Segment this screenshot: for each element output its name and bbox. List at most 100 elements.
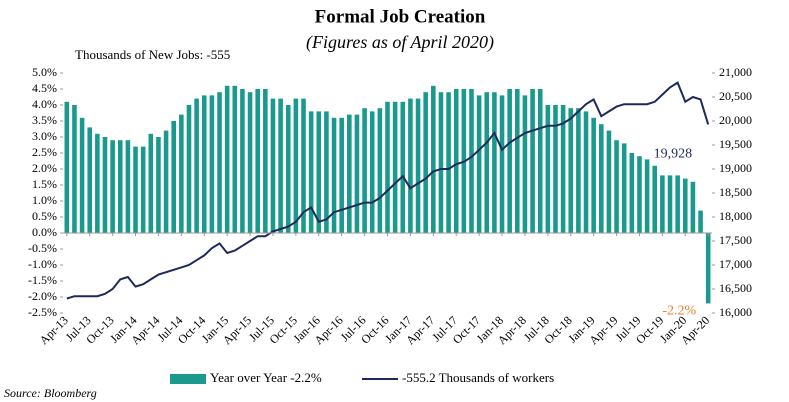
bar	[576, 108, 581, 233]
bar	[591, 117, 596, 233]
annotation: 19,928	[654, 147, 693, 162]
chart-title: Formal Job Creation	[315, 6, 486, 27]
bar	[492, 92, 497, 233]
bar	[499, 95, 505, 234]
bar	[469, 89, 474, 233]
bar	[194, 98, 199, 233]
bar	[163, 130, 169, 233]
y2-tick-label: 20,500	[719, 89, 752, 103]
bar	[270, 98, 276, 233]
bar	[79, 117, 85, 233]
bar	[224, 85, 230, 233]
header-note: Thousands of New Jobs: -555	[75, 47, 230, 62]
bar	[301, 98, 306, 233]
bar	[476, 95, 482, 234]
bar	[102, 137, 108, 233]
bar	[87, 127, 93, 233]
y-tick-label: -2.0%	[28, 289, 57, 303]
y-tick-label: 3.0%	[32, 129, 57, 143]
bar	[125, 140, 131, 233]
y2-tick-label: 16,000	[719, 305, 752, 319]
bar	[431, 85, 436, 233]
bar	[64, 101, 70, 233]
bar	[606, 130, 612, 233]
bar	[209, 95, 215, 234]
bar	[324, 111, 329, 233]
bar	[415, 98, 421, 233]
y2-tick-label: 20,000	[719, 113, 752, 127]
legend-label: Year over Year -2.2%	[210, 370, 322, 385]
bar	[362, 108, 367, 233]
y-tick-label: 4.0%	[32, 97, 57, 111]
y-tick-label: 1.0%	[32, 193, 57, 207]
bar	[637, 156, 642, 233]
y-tick-label: 3.5%	[32, 113, 57, 127]
bar	[140, 146, 146, 233]
bar	[217, 92, 222, 233]
y-tick-label: 2.5%	[32, 145, 57, 159]
bar	[667, 175, 673, 233]
bar	[705, 233, 711, 304]
bar	[660, 175, 665, 233]
y-tick-label: 5.0%	[32, 65, 57, 79]
bar	[293, 98, 299, 233]
source: Source: Bloomberg	[4, 386, 97, 400]
bar	[95, 133, 100, 233]
bar	[263, 89, 268, 233]
bar	[377, 108, 383, 233]
y2-tick-label: 17,500	[719, 233, 752, 247]
bar	[675, 175, 680, 233]
bar	[385, 101, 390, 233]
bar	[453, 89, 459, 233]
legend-label: -555.2 Thousands of workers	[402, 370, 554, 385]
bar	[285, 105, 291, 233]
bar	[515, 89, 520, 233]
bar	[682, 178, 688, 233]
bar	[408, 98, 413, 233]
bar	[339, 117, 344, 233]
bar	[507, 89, 512, 233]
bar	[278, 98, 283, 233]
bar	[614, 140, 619, 233]
bar	[117, 140, 123, 233]
bar	[201, 95, 207, 234]
bar	[331, 117, 337, 233]
bar	[240, 89, 245, 233]
line	[66, 81, 710, 300]
y2-tick-label: 16,500	[719, 281, 752, 295]
y-tick-label: -2.5%	[28, 305, 57, 319]
y2-tick-label: 18,000	[719, 209, 752, 223]
bar	[347, 114, 352, 233]
y2-tick-label: 21,000	[719, 65, 752, 79]
bar	[522, 95, 528, 234]
bar	[537, 89, 543, 233]
bar	[530, 89, 535, 233]
bar	[179, 114, 184, 233]
annotation: -2.2%	[662, 304, 696, 319]
bar	[316, 111, 322, 233]
y-tick-label: 0.5%	[32, 209, 57, 223]
bar	[553, 105, 558, 233]
bar	[423, 92, 428, 233]
bar	[598, 124, 604, 233]
bar	[308, 111, 314, 233]
bar	[400, 101, 406, 233]
bar	[484, 92, 490, 233]
bar	[644, 159, 650, 233]
bar	[568, 108, 574, 233]
bar	[438, 92, 444, 233]
legend-swatch	[170, 374, 206, 384]
y2-tick-label: 18,500	[719, 185, 752, 199]
bar	[148, 133, 154, 233]
bar	[156, 137, 161, 233]
bar	[583, 111, 589, 233]
bar	[629, 153, 635, 233]
bar	[560, 105, 566, 233]
y-tick-label: 0.0%	[32, 225, 57, 239]
chart-subtitle: (Figures as of April 2020)	[306, 32, 494, 53]
y2-tick-label: 17,000	[719, 257, 752, 271]
bar	[255, 89, 260, 233]
bar	[110, 140, 115, 233]
y-tick-label: 4.5%	[32, 81, 57, 95]
